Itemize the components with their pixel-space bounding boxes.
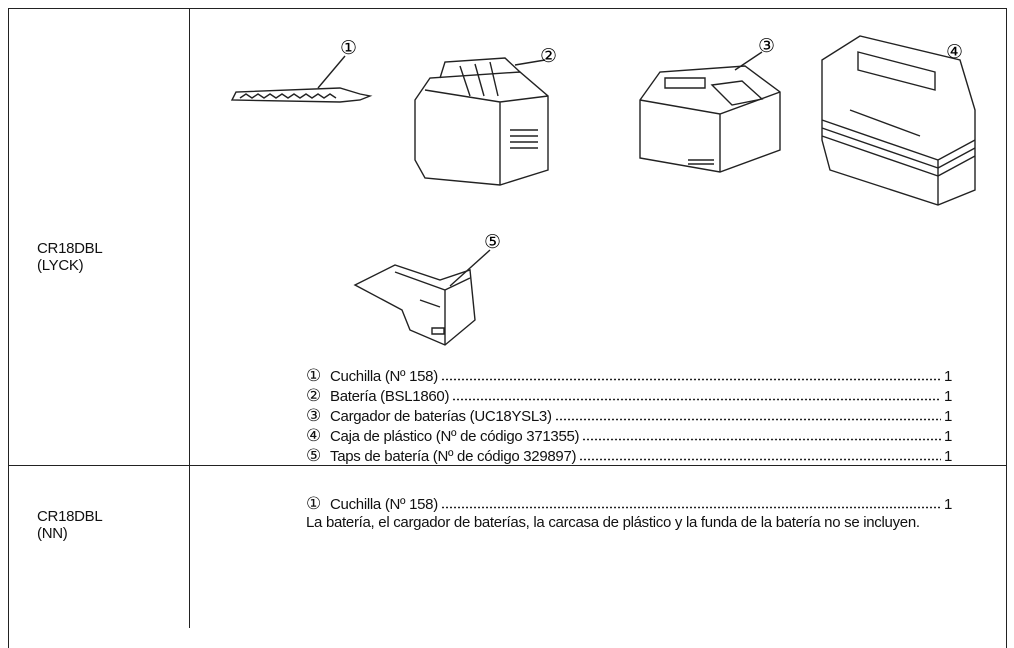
- item-row: ① Cuchilla (Nº 158) 1: [306, 366, 952, 386]
- column-divider: [189, 8, 190, 628]
- page: CR18DBL (LYCK) ① ② ③ ④ ⑤ ① Cuchill: [8, 8, 1007, 648]
- item-list: ① Cuchilla (Nº 158) 1: [306, 494, 952, 514]
- battery-drawing: [414, 57, 549, 186]
- model-cell: CR18DBL (LYCK): [37, 240, 103, 274]
- item-number: ④: [306, 426, 321, 445]
- figure-label: ⑤: [484, 231, 501, 253]
- cap-drawing: [353, 249, 491, 346]
- item-quantity: 1: [943, 428, 952, 445]
- figure-label: ③: [758, 35, 775, 57]
- charger-drawing: [639, 51, 781, 173]
- item-quantity: 1: [943, 368, 952, 385]
- dot-leader: [554, 418, 941, 421]
- dot-leader: [582, 438, 941, 441]
- table-frame: [8, 8, 1007, 648]
- model-name: CR18DBL: [37, 508, 103, 525]
- item-quantity: 1: [943, 448, 952, 465]
- item-name: Cuchilla (Nº 158): [330, 368, 438, 385]
- item-row: ⑤ Taps de batería (Nº de código 329897) 1: [306, 446, 952, 466]
- item-row: ④ Caja de plástico (Nº de código 371355) 1: [306, 426, 952, 446]
- figure-label: ①: [340, 37, 357, 59]
- dot-leader: [440, 506, 941, 509]
- item-name: Cargador de baterías (UC18YSL3): [330, 408, 552, 425]
- item-number: ②: [306, 386, 321, 405]
- accessory-figures: ① ② ③ ④ ⑤: [230, 35, 976, 346]
- item-name: Batería (BSL1860): [330, 388, 450, 405]
- row-divider: [8, 465, 1007, 466]
- item-name: Cuchilla (Nº 158): [330, 496, 438, 513]
- item-quantity: 1: [943, 496, 952, 513]
- item-number: ①: [306, 494, 321, 513]
- note: La batería, el cargador de baterías, la …: [306, 514, 920, 531]
- item-row: ② Batería (BSL1860) 1: [306, 386, 952, 406]
- figure-label: ④: [946, 41, 963, 63]
- item-name: Taps de batería (Nº de código 329897): [330, 448, 577, 465]
- dot-leader: [452, 398, 941, 401]
- model-variant: (LYCK): [37, 257, 84, 274]
- item-row: ① Cuchilla (Nº 158) 1: [306, 494, 952, 514]
- figure-label: ②: [540, 45, 557, 67]
- item-quantity: 1: [943, 388, 952, 405]
- item-quantity: 1: [943, 408, 952, 425]
- case-drawing: [821, 35, 976, 206]
- item-number: ⑤: [306, 446, 321, 465]
- model-variant: (NN): [37, 525, 68, 542]
- dot-leader: [440, 378, 941, 381]
- item-number: ③: [306, 406, 321, 425]
- model-cell: CR18DBL (NN): [37, 508, 103, 542]
- blade-drawing: [230, 55, 373, 103]
- dot-leader: [579, 458, 941, 461]
- item-number: ①: [306, 366, 321, 385]
- item-name: Caja de plástico (Nº de código 371355): [330, 428, 580, 445]
- item-row: ③ Cargador de baterías (UC18YSL3) 1: [306, 406, 952, 426]
- item-list: ① Cuchilla (Nº 158) 1 ② Batería (BSL1860) 1 ③ C…: [306, 366, 952, 466]
- model-name: CR18DBL: [37, 240, 103, 257]
